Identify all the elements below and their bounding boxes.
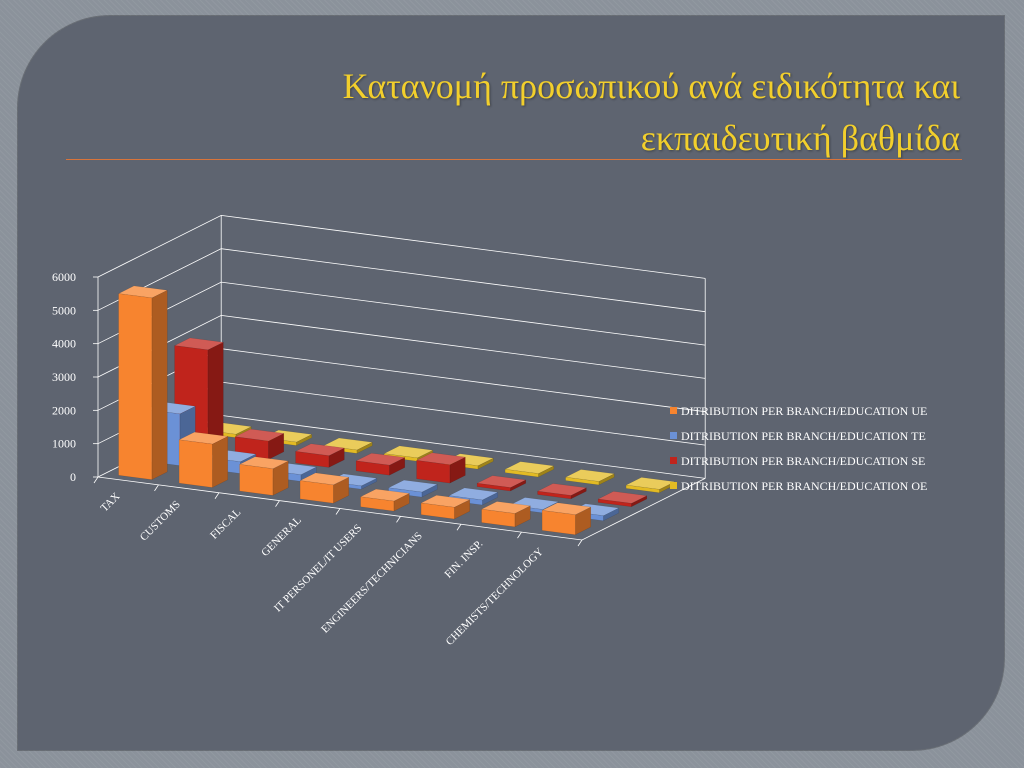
legend-swatch-2	[670, 432, 677, 439]
bar-front	[504, 469, 539, 478]
legend-swatch-3	[670, 457, 677, 464]
x-category-label-2: CUSTOMS	[138, 498, 183, 543]
bar-top	[480, 501, 532, 514]
legend-label-2: DITRIBUTION PER BRANCH/EDUCATION TE	[681, 429, 926, 443]
legend: DITRIBUTION PER BRANCH/EDUCATION UE DITRI…	[670, 404, 927, 493]
x-tick-end	[577, 539, 583, 547]
legend-swatch-1	[670, 407, 677, 414]
bar-front	[360, 496, 395, 512]
bar-1-1	[117, 285, 169, 481]
x-tick-7	[517, 531, 522, 539]
bar-top	[355, 452, 406, 466]
bar-3-3	[294, 443, 346, 468]
bar-top	[541, 502, 592, 515]
bar-front	[239, 464, 274, 496]
bar-front	[178, 439, 213, 488]
bar-3-4	[355, 452, 406, 476]
y-tick-label-4: 4000	[52, 337, 76, 351]
bar-front	[355, 460, 390, 476]
bar-1-5	[359, 488, 411, 512]
y-tick-label-1: 1000	[52, 437, 76, 451]
gridline-4	[97, 281, 706, 346]
bar-top	[387, 479, 439, 493]
bar-top	[294, 443, 346, 456]
gridline-6	[97, 214, 706, 279]
bar-front	[420, 502, 455, 520]
y-tick-label-5: 5000	[52, 303, 76, 317]
bar-top	[448, 487, 499, 501]
bar-front	[565, 476, 600, 486]
legend-label-3: DITRIBUTION PER BRANCH/EDUCATION SE	[681, 454, 925, 468]
bar-3-8	[597, 491, 648, 508]
x-category-label-3: FISCAL	[208, 506, 243, 541]
gridline-5	[97, 248, 706, 313]
bar-1-3	[238, 456, 290, 496]
x-tick-1	[154, 484, 159, 492]
bar-1-2	[178, 431, 229, 488]
bar-1-7	[480, 501, 532, 528]
y-tick-label-0: 0	[70, 470, 76, 484]
bar-top	[238, 456, 290, 469]
x-category-label-1: TAX	[99, 491, 123, 515]
x-tick-3	[275, 500, 280, 507]
bar-3-5	[415, 452, 467, 484]
bar-front	[481, 508, 516, 528]
bar-2-5	[387, 479, 439, 498]
bar-top	[476, 475, 527, 488]
bar-top	[415, 452, 467, 466]
slide-title: Κατανομή προσωπικού ανά ειδικότητα και ε…	[140, 60, 960, 164]
x-tick-4	[335, 508, 341, 515]
x-tick-0	[93, 476, 99, 484]
x-tick-2	[214, 492, 220, 499]
x-category-label-4: GENERAL	[259, 514, 304, 559]
legend-label-4: DITRIBUTION PER BRANCH/EDUCATION OE	[681, 479, 927, 493]
bar-top	[359, 488, 411, 502]
bar-front	[416, 460, 451, 484]
legend-label-1: DITRIBUTION PER BRANCH/EDUCATION UE	[681, 404, 927, 418]
legend-swatch-4	[670, 482, 677, 489]
bar-top	[504, 461, 555, 474]
bar-4-7	[564, 469, 616, 486]
bar-top	[234, 428, 285, 442]
bar-1-6	[420, 495, 471, 520]
bar-front	[537, 490, 572, 500]
bar-1-8	[541, 502, 592, 536]
bar-3-7	[536, 483, 588, 500]
bar-front	[625, 484, 660, 493]
bar-4-6	[504, 461, 555, 478]
y-tick-label-3: 3000	[52, 370, 76, 384]
bar-3-6	[476, 475, 527, 492]
bar-front	[476, 483, 511, 492]
bar-side	[212, 435, 229, 488]
title-line-2: εκπαιδευτική βαθμίδα	[640, 118, 960, 158]
chart-bars	[117, 285, 676, 536]
bar-front	[299, 480, 334, 504]
bar-1-4	[299, 472, 350, 504]
bar-front	[388, 487, 423, 498]
x-category-label-7: FIN. INSP.	[443, 538, 486, 581]
x-tick-6	[456, 524, 462, 531]
title-underline	[66, 159, 962, 160]
bar-top	[178, 431, 229, 445]
bar-front	[597, 498, 632, 507]
x-tick-5	[396, 516, 401, 523]
y-tick-label-2: 2000	[52, 403, 76, 417]
bar-front	[295, 451, 330, 468]
y-tick-label-6: 6000	[52, 270, 76, 284]
bar-side	[151, 289, 168, 481]
bar-front	[118, 293, 153, 480]
bar-4-8	[625, 477, 676, 494]
title-line-1: Κατανομή προσωπικού ανά ειδικότητα και	[342, 66, 960, 106]
y-axis: 0 1000 2000 3000 4000 5000 6000	[52, 270, 98, 484]
bar-front	[541, 510, 576, 535]
